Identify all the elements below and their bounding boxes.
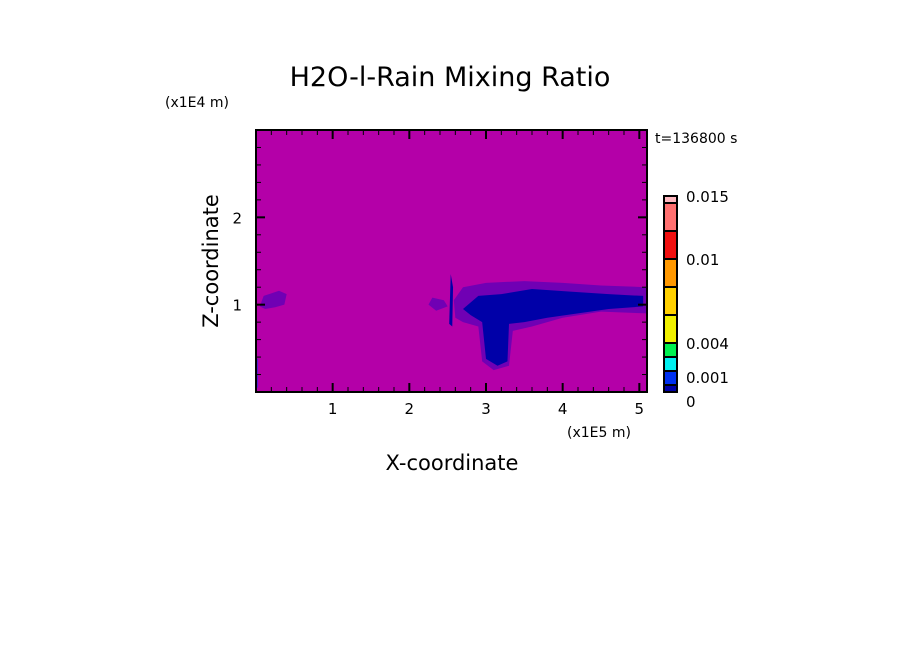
colorbar-box — [663, 342, 678, 358]
colorbar-box — [663, 370, 678, 386]
y-axis-label: Z-coordinate — [199, 194, 223, 328]
y-scale-label: (x1E4 m) — [165, 95, 229, 111]
plot-background — [256, 130, 647, 392]
x-scale-label: (x1E5 m) — [567, 425, 631, 441]
contour-region-mid-light-patch — [428, 297, 448, 311]
colorbar-box — [663, 314, 678, 344]
chart-title: H2O-l-Rain Mixing Ratio — [290, 62, 611, 93]
y-tick-label: 2 — [232, 209, 242, 227]
x-tick-label: 4 — [558, 400, 568, 418]
x-tick-label: 5 — [635, 400, 645, 418]
colorbar-tick-label: 0 — [686, 393, 696, 411]
contour-region-main-dark-band — [463, 288, 644, 366]
time-label: t=136800 s — [655, 131, 737, 147]
colorbar-tick-label: 0.015 — [686, 188, 729, 206]
colorbar-tick-label: 0.004 — [686, 335, 729, 353]
y-tick-label: 1 — [232, 297, 242, 315]
contour-region-spike — [449, 274, 454, 327]
colorbar-box — [663, 384, 678, 393]
colorbar-box — [663, 356, 678, 372]
contour-region-left-light-patch — [259, 290, 287, 310]
x-axis-label: X-coordinate — [386, 451, 519, 475]
x-tick-label: 2 — [405, 400, 415, 418]
plot-frame — [255, 129, 648, 393]
colorbar-box — [663, 202, 678, 232]
colorbar-box — [663, 230, 678, 260]
x-tick-label: 3 — [481, 400, 491, 418]
colorbar-tick-label: 0.01 — [686, 251, 719, 269]
colorbar-tick-label: 0.001 — [686, 369, 729, 387]
colorbar-box — [663, 258, 678, 288]
colorbar-box — [663, 195, 678, 204]
colorbar-box — [663, 286, 678, 316]
x-tick-label: 1 — [328, 400, 338, 418]
